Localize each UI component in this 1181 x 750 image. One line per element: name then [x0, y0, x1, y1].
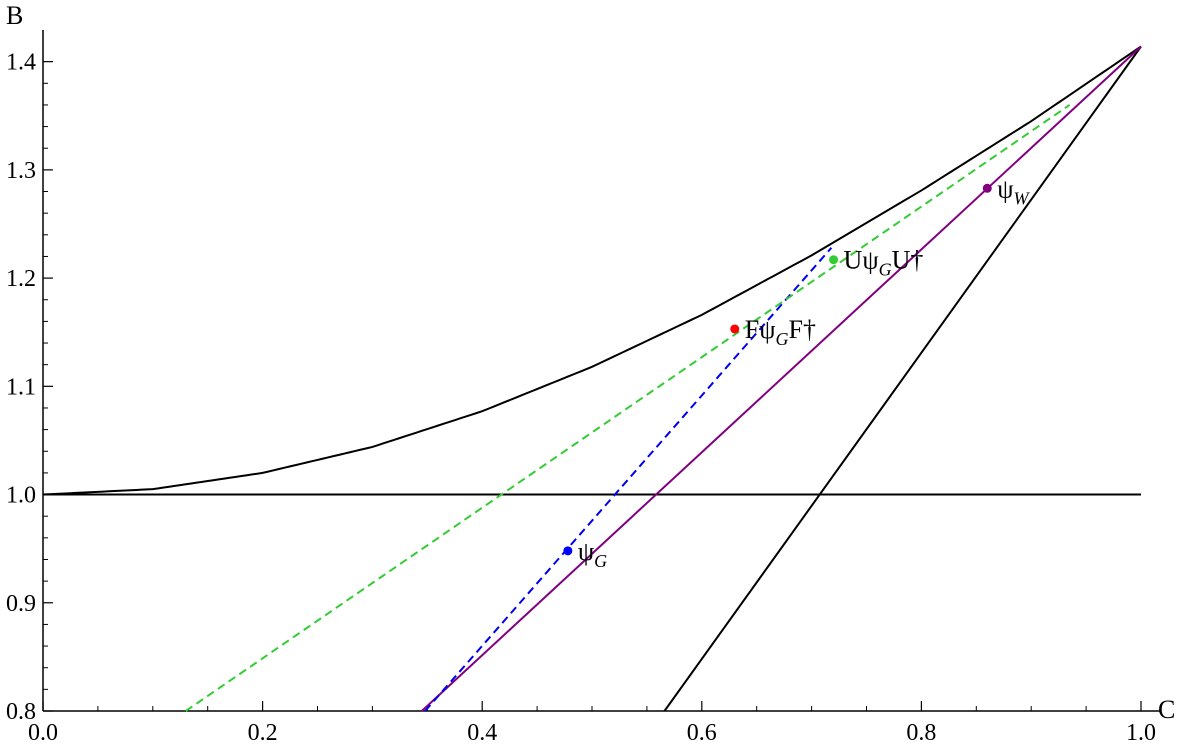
point-label-sub: W	[1014, 188, 1031, 208]
y-tick-label: 0.9	[6, 591, 36, 617]
series-group	[42, 45, 1142, 712]
point-marker-2	[829, 255, 839, 265]
series-line-5	[185, 104, 1071, 712]
y-tick-label: 1.0	[6, 483, 36, 509]
point-label-3: ψW	[997, 174, 1030, 208]
y-tick-label: 0.8	[6, 699, 36, 725]
point-marker-0	[563, 546, 573, 556]
x-tick-label: 0.4	[467, 720, 497, 746]
y-tick-label: 1.1	[6, 374, 36, 400]
point-label-main: Uψ	[844, 246, 879, 275]
point-label-suffix: U†	[892, 246, 924, 275]
point-label-main: ψ	[997, 174, 1013, 203]
y-tick-label: 1.2	[6, 266, 36, 292]
series-line-2	[663, 45, 1142, 712]
x-tick-label: 0.0	[28, 720, 58, 746]
series-line-3	[421, 45, 1142, 712]
x-tick-label: 0.6	[687, 720, 717, 746]
point-label-main: Fψ	[745, 315, 776, 344]
y-tick-label: 1.4	[6, 50, 36, 76]
point-label-main: ψ	[578, 537, 594, 566]
point-label-sub: G	[775, 329, 788, 349]
x-axis-label: C	[1158, 695, 1175, 724]
point-label-sub: G	[879, 260, 892, 280]
series-line-0	[42, 45, 1142, 496]
point-label-suffix: F†	[788, 315, 815, 344]
y-axis-label: B	[6, 1, 23, 30]
series-line-4	[424, 247, 833, 712]
x-tick-label: 0.8	[906, 720, 936, 746]
y-tick-label: 1.3	[6, 158, 36, 184]
point-label-0: ψG	[578, 537, 607, 571]
x-tick-label: 1.0	[1126, 720, 1156, 746]
axes: 0.0 0.2 0.4 0.6 0.8 1.0 0.8 0.9 1.0 1.1 1.2 1.3 1.4	[6, 30, 1161, 746]
point-label-2: UψGU†	[844, 246, 924, 280]
point-marker-3	[982, 183, 992, 193]
point-label-1: FψGF†	[745, 315, 816, 349]
point-marker-1	[730, 324, 740, 334]
point-label-sub: G	[594, 551, 607, 571]
x-tick-label: 0.2	[248, 720, 278, 746]
